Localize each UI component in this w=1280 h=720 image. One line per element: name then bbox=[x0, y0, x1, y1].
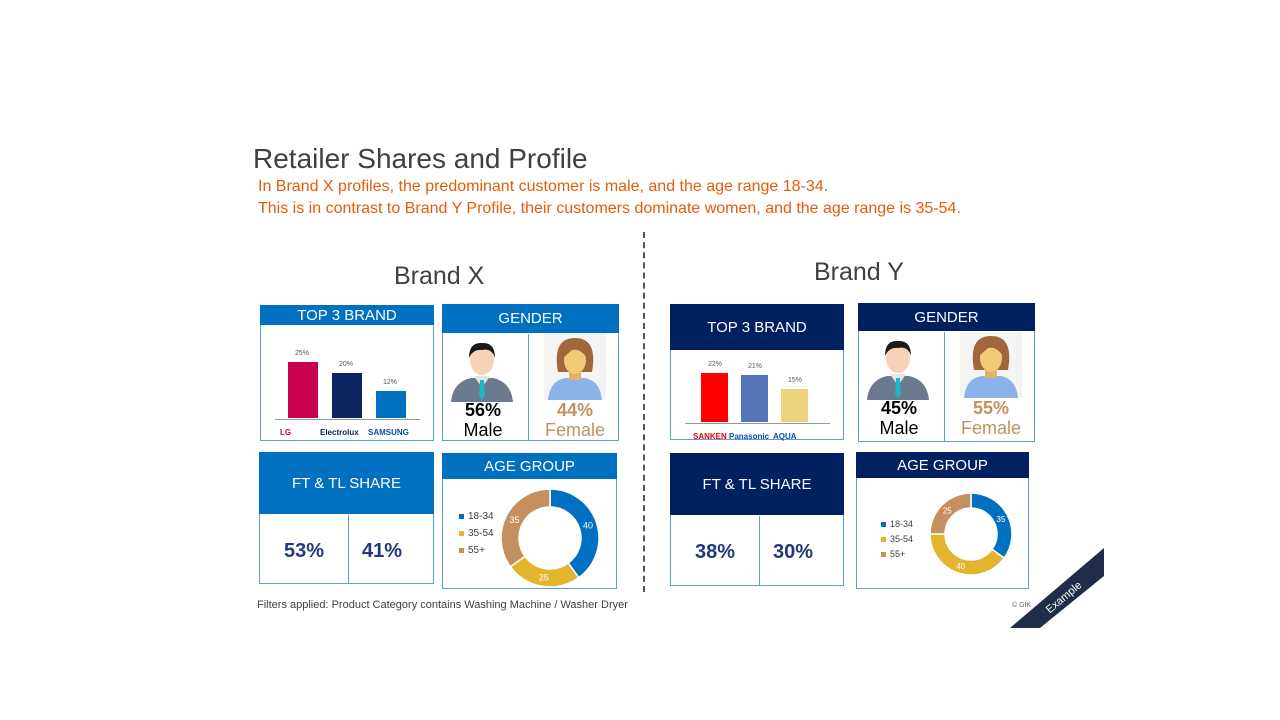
filters-footer: Filters applied: Product Category contai… bbox=[257, 599, 628, 611]
bar-value-label: 25% bbox=[294, 350, 309, 357]
top3-header: TOP 3 BRAND bbox=[260, 305, 434, 325]
bar-value-label: 20% bbox=[338, 361, 353, 369]
donut-slice-35-54 bbox=[929, 533, 1006, 576]
age-header: AGE GROUP bbox=[856, 452, 1029, 478]
bar-AQUA bbox=[781, 388, 808, 422]
brand-logo-SANKEN: SANKEN bbox=[693, 432, 727, 441]
ft-share: 38% bbox=[694, 541, 736, 563]
tl-share: 41% bbox=[361, 540, 403, 562]
gender-header: GENDER bbox=[442, 304, 619, 333]
female-icon bbox=[960, 332, 1022, 398]
page-title: Retailer Shares and Profile bbox=[253, 143, 588, 174]
donut-label: 40 bbox=[583, 521, 593, 531]
brand-logo-AQUA: AQUA bbox=[773, 432, 797, 441]
brand_x-gender-card: GENDER 56% Male 44% Female bbox=[442, 304, 619, 441]
brand-logo-Electrolux: Electrolux bbox=[320, 428, 359, 437]
legend-item-18-34: 18-34 bbox=[459, 511, 494, 522]
brand_x-age-card: AGE GROUP 40 25 35 18-34 35-54 55+ bbox=[442, 453, 617, 589]
donut-slice-18-34 bbox=[970, 492, 1013, 560]
male-pct: 56% bbox=[464, 400, 502, 420]
brand-y-title: Brand Y bbox=[814, 258, 904, 286]
bar-Panasonic bbox=[741, 375, 768, 422]
brand-logo-SAMSUNG: SAMSUNG bbox=[368, 428, 409, 437]
age-donut-chart: 40 25 35 bbox=[500, 488, 600, 588]
chart-baseline bbox=[685, 423, 830, 424]
share-divider bbox=[348, 515, 349, 583]
bar-SAMSUNG bbox=[376, 391, 406, 418]
brand_x-top3-card: TOP 3 BRAND 25% LG 20% Electrolux 12% SA… bbox=[260, 305, 434, 441]
donut-slice-55+ bbox=[500, 488, 551, 568]
bar-value-label: 21% bbox=[747, 363, 762, 371]
brand_y-gender-card: GENDER 45% Male 55% Female bbox=[858, 303, 1035, 442]
bar-LG bbox=[288, 362, 318, 418]
gender-header: GENDER bbox=[858, 303, 1035, 331]
female-label: Female bbox=[544, 420, 606, 440]
donut-label: 35 bbox=[509, 515, 519, 525]
age-donut-chart: 35 40 25 bbox=[929, 492, 1013, 576]
female-pct: 55% bbox=[972, 398, 1010, 418]
divider bbox=[643, 232, 645, 592]
donut-label: 25 bbox=[943, 506, 952, 515]
share-header: FT & TL SHARE bbox=[670, 453, 844, 515]
male-label: Male bbox=[879, 418, 919, 438]
gender-divider bbox=[944, 332, 945, 441]
donut-label: 25 bbox=[539, 573, 549, 583]
bar-value-label: 15% bbox=[787, 376, 802, 384]
subtitle-line-2: This is in contrast to Brand Y Profile, … bbox=[258, 200, 961, 217]
example-ribbon: Example bbox=[1010, 548, 1104, 628]
share-divider bbox=[759, 516, 760, 585]
donut-label: 40 bbox=[956, 562, 965, 571]
legend-item-55+: 55+ bbox=[459, 545, 485, 556]
top3-header: TOP 3 BRAND bbox=[670, 304, 844, 350]
legend-item-35-54: 35-54 bbox=[459, 528, 494, 539]
brand-logo-LG: LG bbox=[280, 428, 292, 437]
gender-divider bbox=[528, 334, 529, 440]
female-pct: 44% bbox=[556, 400, 594, 420]
brand-x-title: Brand X bbox=[394, 262, 485, 290]
share-header: FT & TL SHARE bbox=[259, 452, 434, 514]
bar-Electrolux bbox=[332, 373, 362, 418]
donut-slice-18-34 bbox=[549, 488, 600, 579]
male-pct: 45% bbox=[880, 398, 918, 418]
ft-share: 53% bbox=[283, 540, 325, 562]
brand_x-share-card: FT & TL SHARE 53% 41% bbox=[259, 452, 434, 584]
brand-logo-Panasonic: Panasonic bbox=[729, 432, 770, 441]
tl-share: 30% bbox=[772, 541, 814, 563]
legend-item-55+: 55+ bbox=[881, 549, 905, 559]
legend-item-18-34: 18-34 bbox=[881, 519, 913, 529]
age-header: AGE GROUP bbox=[442, 453, 617, 479]
bar-value-label: 12% bbox=[382, 379, 397, 387]
female-icon bbox=[544, 334, 606, 400]
male-icon bbox=[867, 340, 929, 400]
bar-SANKEN bbox=[701, 373, 728, 422]
copyright: © GfK bbox=[1012, 602, 1032, 609]
subtitle-line-1: In Brand X profiles, the predominant cus… bbox=[258, 178, 829, 195]
male-label: Male bbox=[463, 420, 503, 440]
donut-slice-55+ bbox=[929, 492, 972, 535]
brand_y-share-card: FT & TL SHARE 38% 30% bbox=[670, 453, 844, 586]
brand_y-top3-card: TOP 3 BRAND 22% SANKEN 21% Panasonic 15%… bbox=[670, 304, 844, 441]
legend-item-35-54: 35-54 bbox=[881, 534, 913, 544]
brand_y-age-card: AGE GROUP 35 40 25 18-34 35-54 55+ bbox=[856, 452, 1029, 589]
bar-value-label: 22% bbox=[707, 361, 722, 368]
female-label: Female bbox=[960, 418, 1022, 438]
chart-baseline bbox=[275, 419, 420, 420]
male-icon bbox=[451, 342, 513, 402]
donut-label: 35 bbox=[996, 515, 1005, 524]
